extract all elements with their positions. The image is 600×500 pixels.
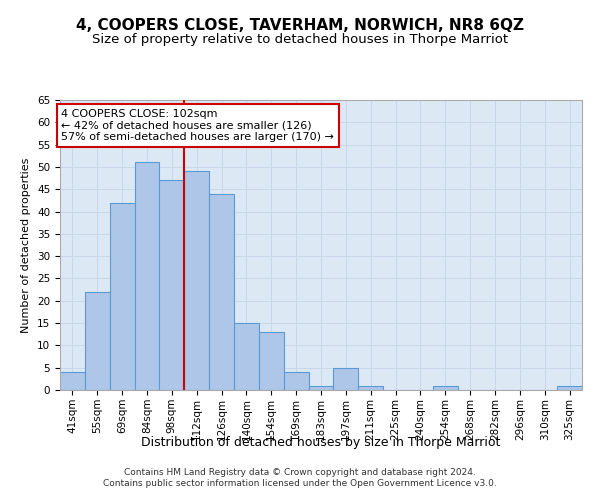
Bar [358,386,383,390]
Text: Distribution of detached houses by size in Thorpe Marriot: Distribution of detached houses by size … [142,436,500,449]
Bar [85,292,110,390]
Bar [259,332,284,390]
Bar [110,202,134,390]
Y-axis label: Number of detached properties: Number of detached properties [22,158,31,332]
Bar [334,368,358,390]
Bar [184,172,209,390]
Bar [433,386,458,390]
Text: Size of property relative to detached houses in Thorpe Marriot: Size of property relative to detached ho… [92,32,508,46]
Bar [234,323,259,390]
Bar [209,194,234,390]
Bar [134,162,160,390]
Text: Contains HM Land Registry data © Crown copyright and database right 2024.
Contai: Contains HM Land Registry data © Crown c… [103,468,497,487]
Bar [308,386,334,390]
Text: 4 COOPERS CLOSE: 102sqm
← 42% of detached houses are smaller (126)
57% of semi-d: 4 COOPERS CLOSE: 102sqm ← 42% of detache… [61,109,334,142]
Bar [60,372,85,390]
Bar [160,180,184,390]
Text: 4, COOPERS CLOSE, TAVERHAM, NORWICH, NR8 6QZ: 4, COOPERS CLOSE, TAVERHAM, NORWICH, NR8… [76,18,524,32]
Bar [284,372,308,390]
Bar [557,386,582,390]
